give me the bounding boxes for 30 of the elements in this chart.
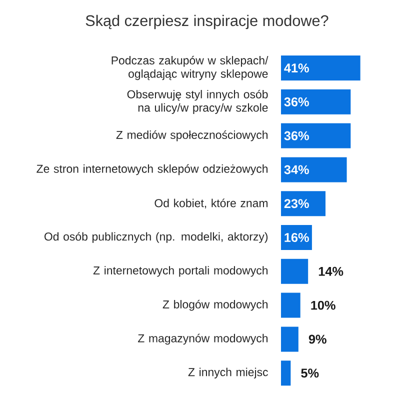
data-label: 10% [311, 300, 336, 310]
bar [280, 292, 300, 318]
y-tick-label: Z blogów modowych [162, 300, 268, 311]
bar [280, 360, 291, 386]
data-label: 41% [284, 64, 309, 72]
y-tick-label: Od osób publicznych (np. modelki, aktorzy) [44, 232, 268, 243]
data-label: 16% [284, 233, 309, 242]
data-label: 36% [284, 131, 309, 140]
data-label: 9% [308, 334, 326, 344]
y-tick-label: Podczas zakupów w sklepach/ oglądając witryny sklepowe [112, 56, 268, 80]
bar [280, 89, 351, 114]
bar [280, 191, 326, 216]
y-tick-label: Z internetowych portali modowych [93, 266, 268, 277]
y-tick-label: Z magazynów modowych [138, 334, 268, 345]
bar [280, 326, 298, 352]
y-tick-label: Od kobiet, które znam [154, 198, 268, 209]
data-label: 23% [284, 199, 309, 208]
data-label: 5% [301, 368, 319, 378]
y-tick-label: Z innych miejsc [188, 368, 268, 378]
data-label: 14% [318, 266, 344, 276]
y-tick-label: Ze stron internetowych sklepów odzieżowych [36, 164, 268, 176]
chart-title: Skąd czerpiesz inspiracje modowe? [86, 14, 328, 30]
bar [280, 123, 351, 148]
bar [280, 56, 360, 80]
y-tick-label: Obserwuję styl innych osób na ulicy/w pracy/w szkole [127, 90, 268, 114]
data-label: 36% [284, 97, 309, 106]
y-tick-label: Z mediów społecznościowych [116, 130, 268, 142]
bar [280, 258, 308, 284]
data-label: 34% [284, 165, 309, 174]
bar [280, 157, 347, 182]
